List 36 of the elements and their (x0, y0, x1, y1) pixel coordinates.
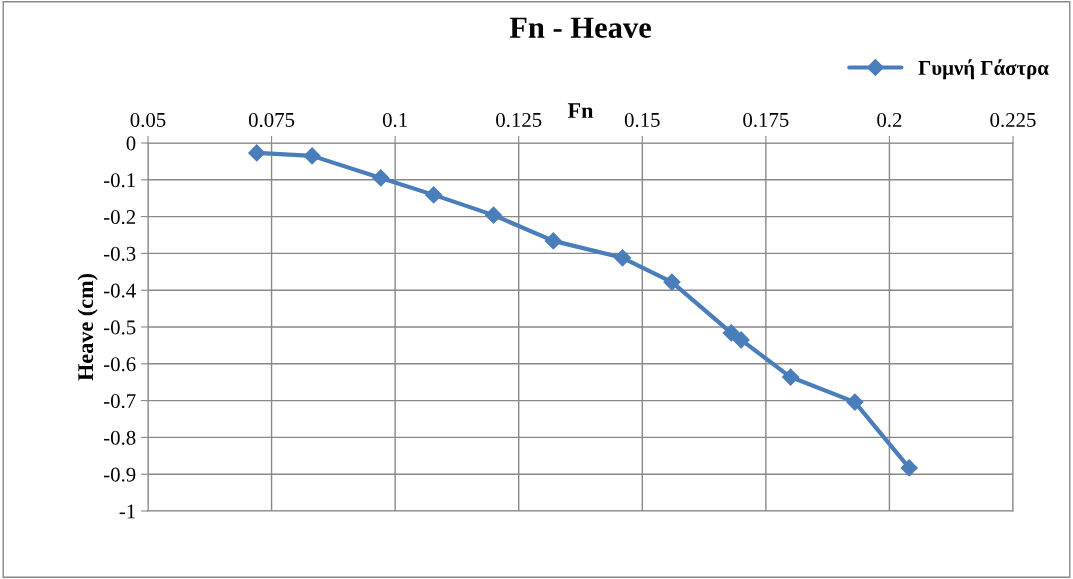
point (846, 393, 864, 411)
x-tick-label: 0.1 (382, 112, 407, 128)
point (732, 331, 750, 349)
legend-label: Γυμνή Γάστρα (918, 59, 1049, 80)
x-tick-label: 0.05 (130, 112, 166, 128)
y-tick-label: -0.6 (103, 357, 136, 372)
y-tick-label: -0.4 (103, 283, 136, 298)
point (544, 232, 562, 250)
y-tick-label: -0.2 (103, 209, 136, 225)
x-tick-label: 0.125 (496, 112, 542, 128)
x-tick-label: 0.225 (990, 112, 1036, 128)
y-tick-label: -1 (119, 504, 135, 519)
y-tick-label: -0.3 (103, 246, 136, 261)
y-axis-title: Heave (cm) (77, 273, 98, 381)
y-tick-label: -0.9 (103, 467, 136, 482)
x-axis-title: Fn (567, 103, 594, 118)
y-tick-label: -0.1 (103, 173, 135, 188)
point (663, 273, 681, 291)
x-tick-label: 0.2 (877, 112, 902, 128)
point (613, 249, 632, 267)
y-tick-label: -0.7 (103, 393, 136, 409)
y-tick-label: 0 (126, 136, 136, 151)
y-tick-label: -0.8 (103, 430, 136, 445)
point (303, 147, 321, 165)
x-tick-label: 0.15 (624, 112, 660, 128)
x-tick-label: 0.075 (248, 112, 295, 128)
point (372, 169, 390, 187)
y-tick-label: -0.5 (103, 320, 136, 335)
chart-title: Fn - Heave (509, 17, 651, 38)
point (425, 186, 443, 204)
point (900, 459, 918, 477)
point (782, 368, 800, 386)
point (248, 144, 266, 162)
point (484, 206, 503, 224)
x-tick-label: 0.175 (743, 112, 789, 128)
point (722, 324, 740, 342)
